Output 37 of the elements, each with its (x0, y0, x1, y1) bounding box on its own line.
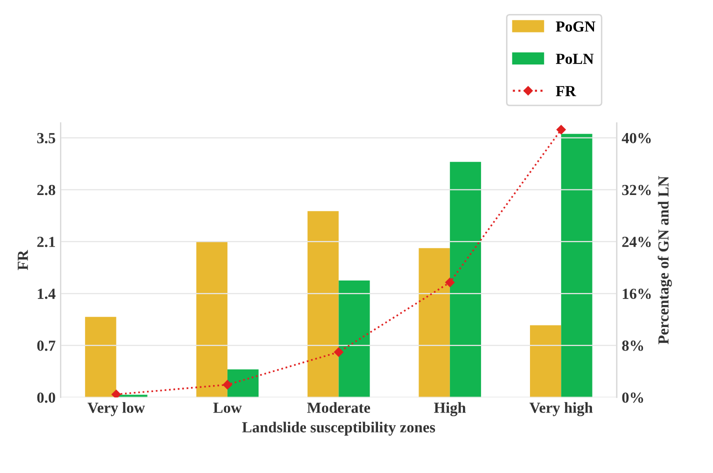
legend-label: PoLN (556, 54, 594, 64)
x-tick-label: Very low (88, 402, 145, 416)
y2-tick-label: 32% (622, 184, 651, 196)
bar (530, 325, 562, 398)
y2-tick-label: 8% (622, 340, 644, 351)
x-tick-label: Moderate (307, 402, 370, 413)
x-tick-label: Very high (530, 402, 593, 416)
point (556, 125, 566, 134)
bar (338, 280, 370, 398)
bar (450, 162, 482, 398)
point (334, 347, 344, 357)
y2-tick-label: 40% (622, 132, 651, 144)
point (445, 278, 455, 288)
legend-label: PoGN (556, 21, 596, 32)
x-axis-title: Landslide susceptibility zones (242, 422, 436, 436)
y-tick-label: 3.5 (37, 132, 56, 144)
y-tick-label: 0.7 (37, 340, 56, 351)
bar (308, 211, 339, 398)
bar (227, 369, 259, 398)
y2-tick-label: 0% (622, 392, 644, 403)
x-tick-label: High (434, 402, 466, 416)
y-tick-label: 0.0 (37, 392, 56, 403)
point (112, 390, 121, 398)
bar (418, 248, 450, 398)
y-tick-label: 2.8 (37, 184, 56, 196)
point (222, 380, 232, 390)
y2-tick-label: 16% (622, 288, 651, 300)
bar (561, 134, 592, 398)
bar (196, 242, 228, 398)
y-axis-title: FR (18, 250, 28, 270)
legend-label: FR (556, 86, 576, 96)
y-tick-label: 1.4 (38, 288, 56, 300)
x-tick-label: Low (213, 402, 242, 413)
y2-axis-title: Percentage of GN and LN (658, 176, 672, 344)
y-tick-label: 2.1 (37, 236, 55, 248)
y2-tick-label: 24% (622, 236, 651, 248)
bar (85, 316, 116, 398)
